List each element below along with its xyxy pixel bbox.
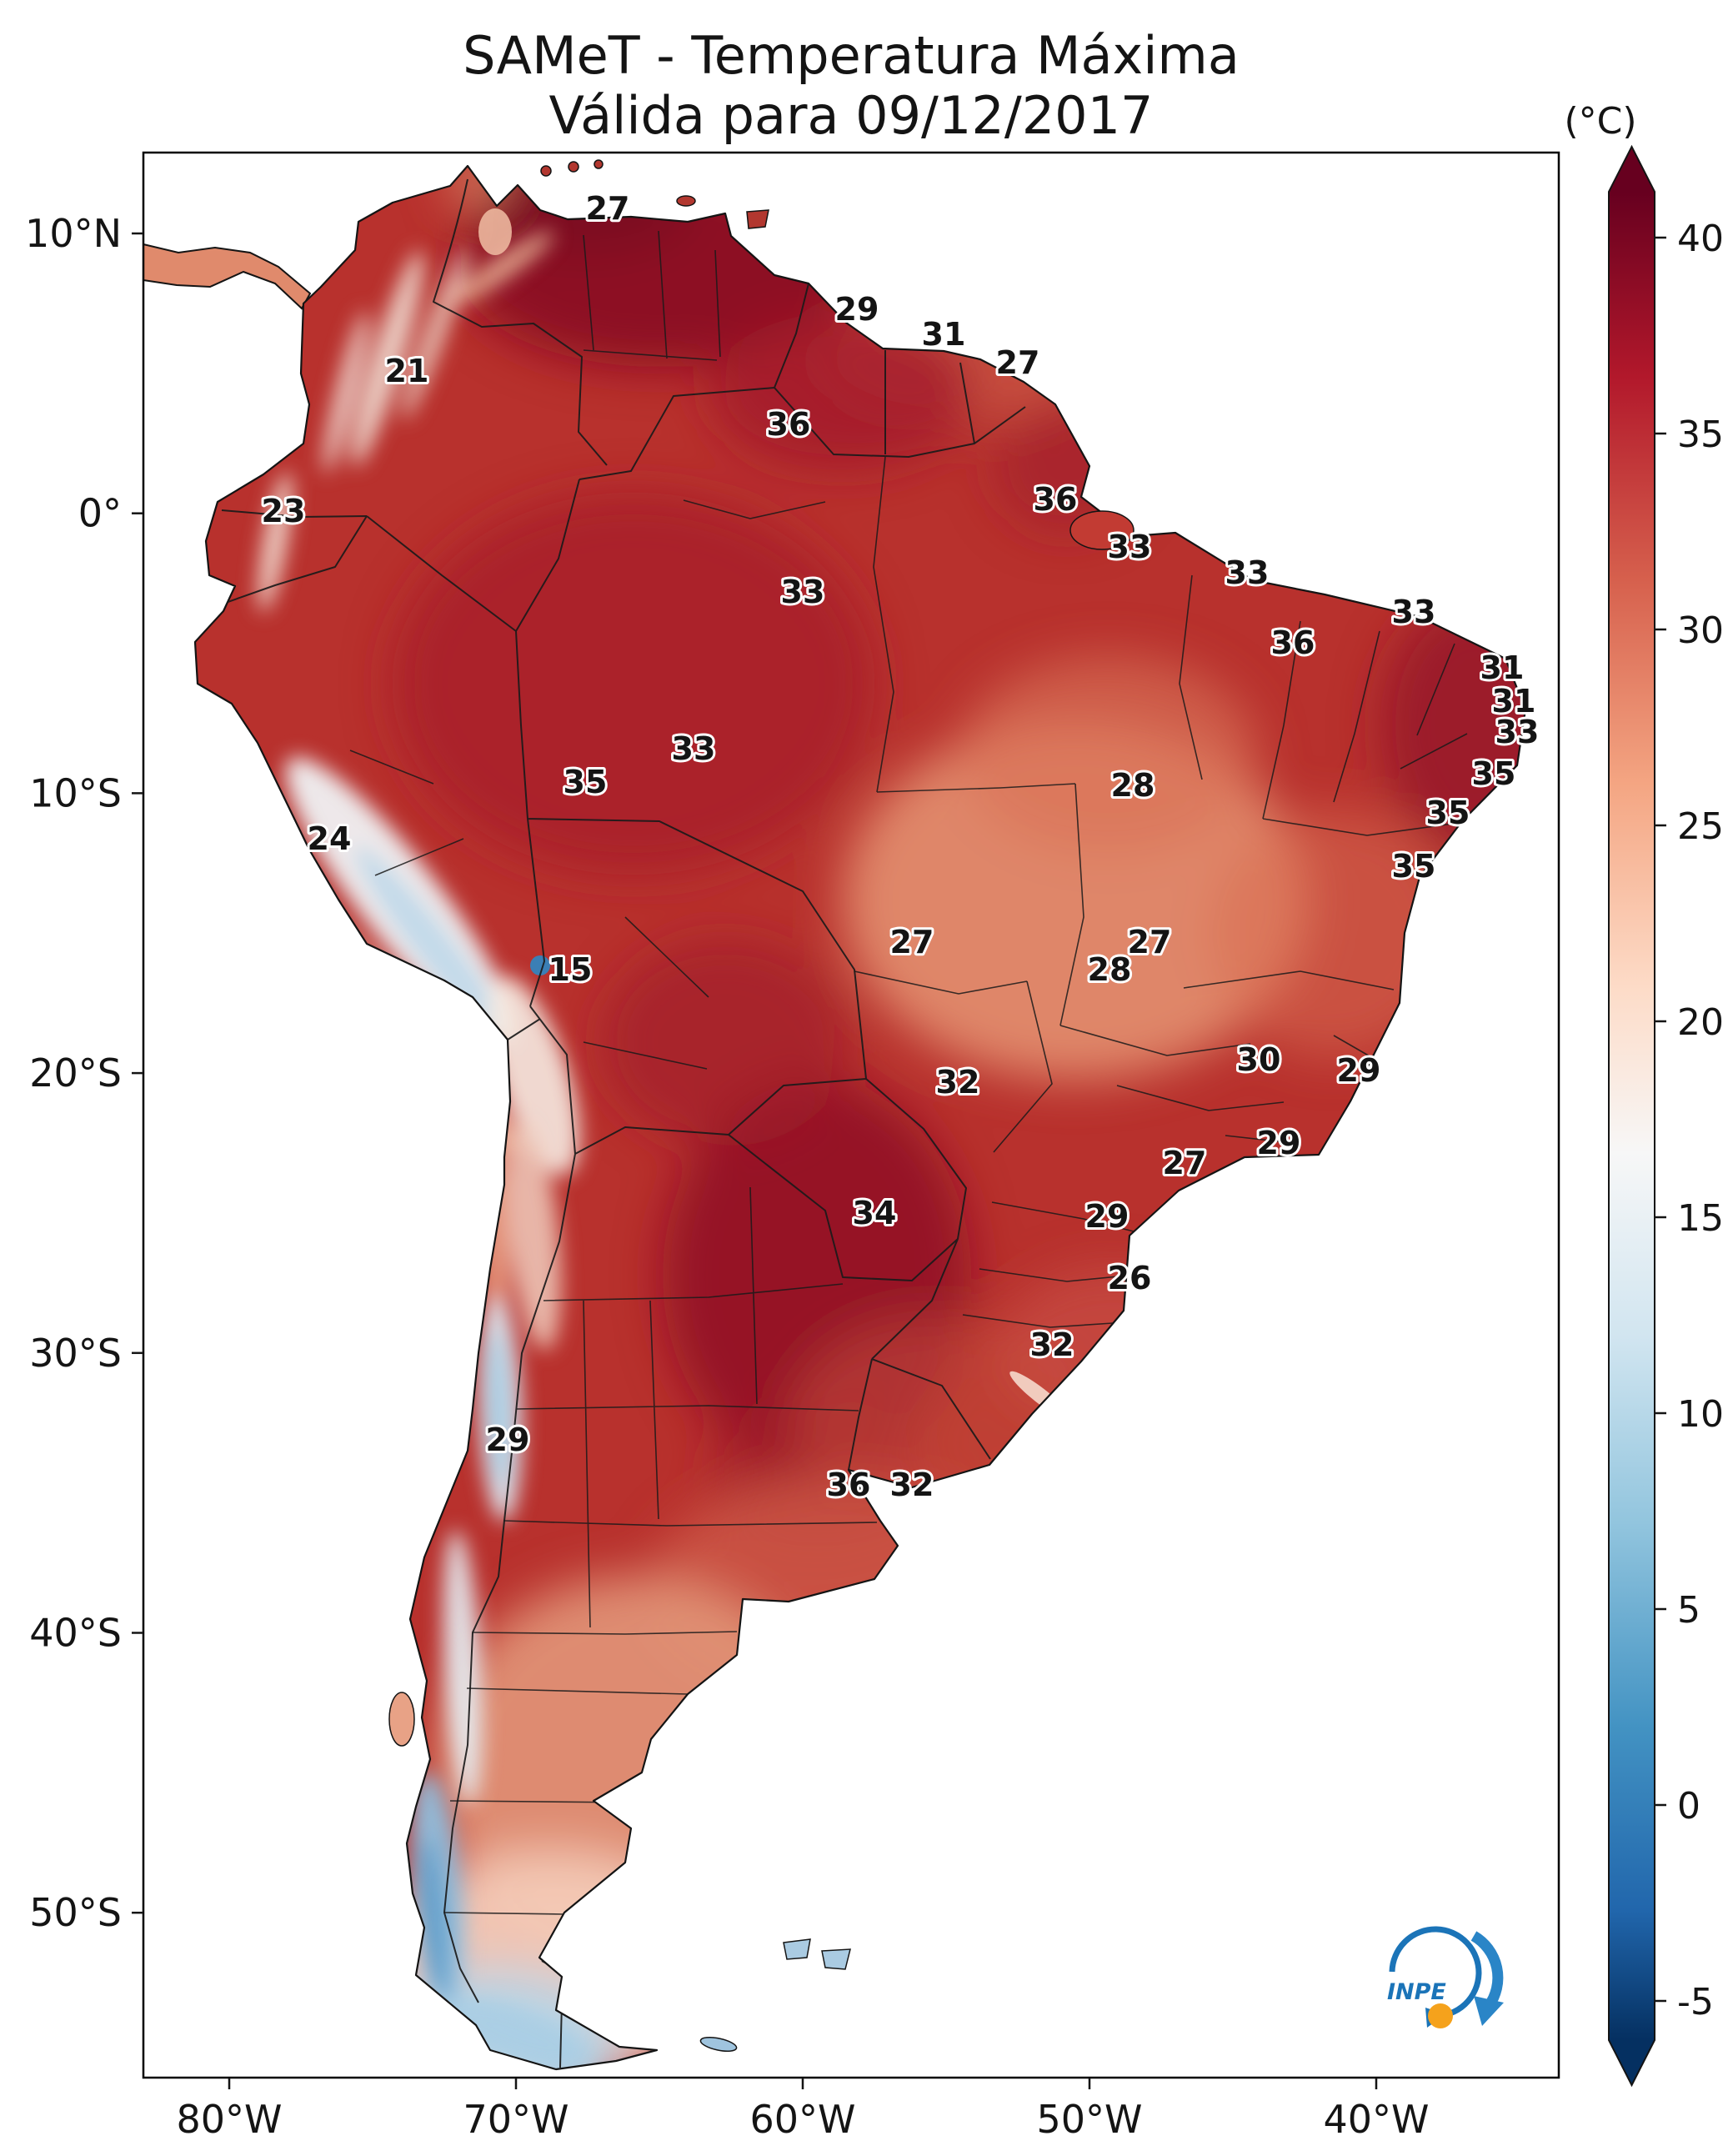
map-title-line1: SAMeT - Temperatura Máxima [463, 25, 1240, 86]
margarita-island [676, 195, 696, 207]
lon-tick-label: 70°W [463, 2097, 568, 2142]
lat-tick-label: 50°S [29, 1890, 122, 1935]
colorbar-tick-label: 15 [1677, 1197, 1723, 1240]
temperature-value-label: 26 [1108, 1260, 1152, 1296]
temperature-value-label: 15 [548, 951, 593, 988]
colorbar-tick-label: 40 [1677, 218, 1723, 260]
colorbar-outline [1608, 144, 1655, 2088]
coastline [193, 164, 1527, 2071]
temperature-value-label: 33 [1495, 714, 1540, 750]
inpe-logo-dot [1428, 2003, 1453, 2028]
inpe-logo: INPE [1387, 1926, 1504, 2028]
temperature-value-label: 27 [1128, 924, 1172, 960]
colorbar-extend-top [1609, 147, 1655, 192]
lat-tick-label: 30°S [29, 1331, 122, 1376]
inpe-logo-text: INPE [1387, 1979, 1446, 2005]
temperature-value-label: 33 [781, 574, 825, 610]
temperature-value-label: 34 [853, 1195, 897, 1231]
temperature-value-label: 29 [1085, 1198, 1129, 1235]
temperature-value-label: 33 [1392, 594, 1436, 630]
temperature-value-label: 29 [486, 1421, 530, 1458]
temperature-value-label: 27 [996, 344, 1040, 381]
inpe-logo-orbit [1389, 1926, 1482, 2019]
temperature-value-label: 32 [1030, 1326, 1074, 1363]
temperature-value-label: 27 [1163, 1145, 1207, 1181]
colorbar: 40 35 30 25 20 15 10 5 0 -5 (°C) [1564, 100, 1723, 2088]
plot-frame [142, 151, 1560, 2079]
colorbar-tick-label: 35 [1677, 414, 1723, 456]
lat-tick-label: 0° [78, 491, 122, 536]
state-borders [349, 230, 1468, 1915]
temperature-value-label: 31 [1492, 683, 1536, 720]
lon-tick-label: 50°W [1036, 2097, 1142, 2142]
colorbar-tick-label: 5 [1677, 1589, 1700, 1632]
colorbar-unit-label: (°C) [1564, 100, 1636, 143]
inpe-logo-arrow [1470, 1931, 1504, 2009]
temperature-value-label: 35 [563, 764, 608, 800]
temperature-value-label: 31 [1480, 649, 1525, 686]
temperature-value-label: 27 [586, 190, 630, 227]
panama-landmass [143, 243, 312, 310]
lon-tick-label: 60°W [749, 2097, 855, 2142]
lon-axis: 80°W 70°W 60°W 50°W 40°W [176, 2078, 1430, 2142]
temperature-value-label: 32 [936, 1064, 980, 1101]
temperature-value-label: 23 [262, 493, 306, 529]
trinidad-island [746, 209, 769, 229]
temperature-value-label: 27 [890, 924, 934, 960]
staten-island [699, 2037, 738, 2052]
lat-tick-label: 40°S [29, 1611, 122, 1656]
temperature-value-label: 36 [767, 406, 811, 443]
temperature-value-label: 35 [1392, 848, 1436, 885]
temperature-value-label: 36 [1034, 481, 1078, 518]
temperature-value-label: 33 [672, 730, 716, 767]
temperature-value-label: 24 [308, 820, 352, 857]
falkland-west [783, 1938, 811, 1960]
lake-titicaca [530, 955, 550, 975]
lat-tick-label: 20°S [29, 1050, 122, 1096]
temperature-value-label: 32 [890, 1467, 934, 1503]
lake-maracaibo [478, 208, 512, 255]
temperature-value-label: 29 [1337, 1052, 1381, 1089]
lat-tick-label: 10°S [29, 770, 122, 815]
temperature-value-label: 33 [1108, 529, 1152, 565]
colorbar-gradient-bar [1609, 192, 1655, 2040]
temperature-value-label: 29 [835, 291, 879, 328]
lon-tick-label: 80°W [176, 2097, 282, 2142]
temperature-value-label: 36 [827, 1467, 871, 1503]
lat-tick-label: 10°N [25, 211, 122, 256]
inpe-logo-arrowhead [1474, 1996, 1504, 2026]
islands [388, 159, 1134, 2052]
temperature-value-label: 29 [1257, 1125, 1301, 1161]
colorbar-tick-label: 30 [1677, 609, 1723, 652]
falkland-east [821, 1948, 851, 1970]
temperature-value-label: 21 [385, 353, 429, 389]
colorbar-ticks: 40 35 30 25 20 15 10 5 0 -5 [1655, 218, 1723, 2023]
chiloe-island [388, 1692, 415, 1747]
colorbar-tick-label: 20 [1677, 1001, 1723, 1044]
colorbar-tick-label: -5 [1677, 1981, 1714, 2023]
colorbar-tick-label: 25 [1677, 805, 1723, 848]
colorbar-extend-bottom [1609, 2040, 1655, 2085]
lat-axis: 10°N 0° 10°S 20°S 30°S 40°S 50°S [25, 211, 143, 1935]
temperature-value-label: 36 [1271, 624, 1315, 661]
temperature-value-label: 35 [1472, 755, 1516, 792]
colorbar-tick-label: 10 [1677, 1393, 1723, 1436]
temperature-value-label: 30 [1237, 1041, 1281, 1078]
colorbar-tick-label: 0 [1677, 1785, 1700, 1828]
lon-tick-label: 40°W [1323, 2097, 1429, 2142]
temperature-value-label: 31 [922, 316, 966, 353]
country-borders [218, 178, 1026, 2068]
temperature-value-label: 28 [1088, 951, 1132, 988]
marajo-island [1069, 510, 1134, 550]
temperature-value-label: 33 [1225, 554, 1270, 591]
temperature-value-label: 28 [1111, 767, 1155, 804]
temperature-value-label: 35 [1426, 795, 1470, 831]
map-title-line2: Válida para 09/12/2017 [549, 85, 1154, 146]
